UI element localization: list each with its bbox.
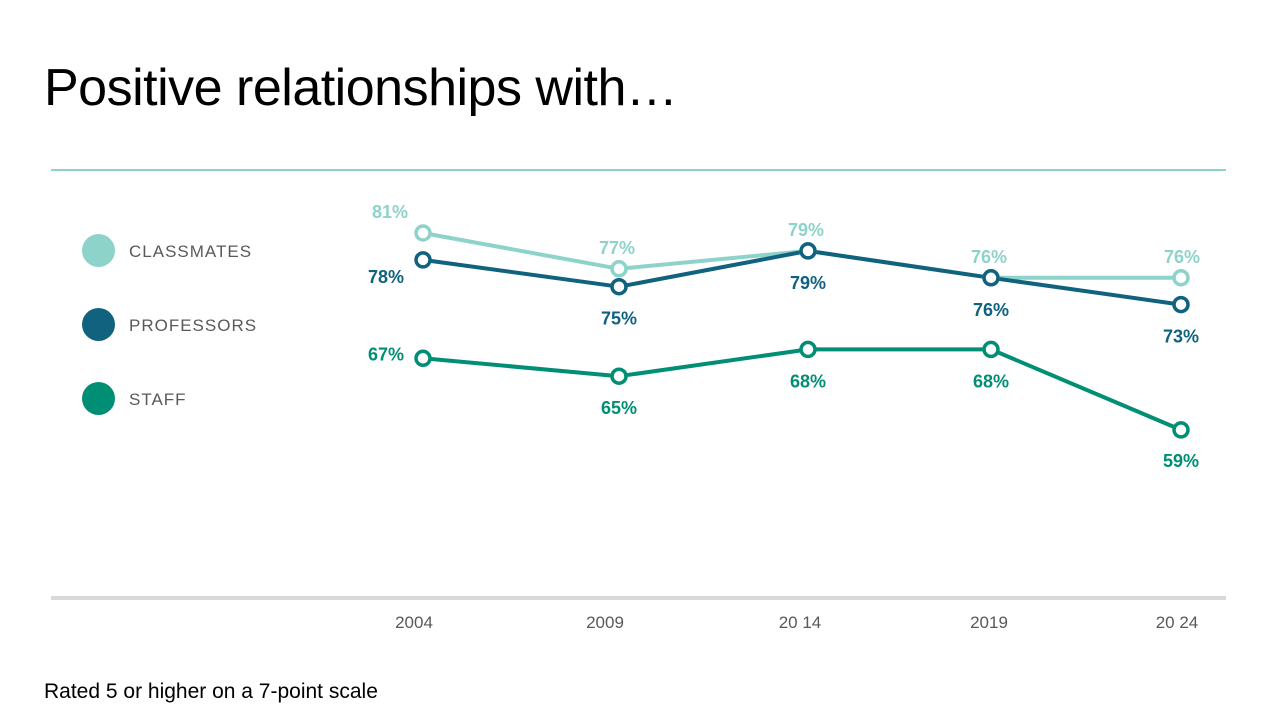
- data-point-professors-2014: [799, 242, 817, 260]
- data-point-classmates-2024: [1172, 269, 1190, 287]
- data-point-classmates-2009: [610, 260, 628, 278]
- legend-swatch-staff: [82, 382, 115, 415]
- data-label-classmates-2019: 76%: [971, 247, 1007, 267]
- data-label-professors-2014: 79%: [790, 273, 826, 293]
- data-point-professors-2004: [414, 251, 432, 269]
- data-label-professors-2019: 76%: [973, 300, 1009, 320]
- data-label-staff-2009: 65%: [601, 398, 637, 418]
- data-label-staff-2014: 68%: [790, 371, 826, 391]
- page-title: Positive relationships with…: [44, 59, 678, 117]
- data-label-classmates-2014: 79%: [788, 220, 824, 240]
- legend-swatch-classmates: [82, 234, 115, 267]
- data-point-professors-2019: [982, 269, 1000, 287]
- data-point-staff-2024: [1172, 421, 1190, 439]
- legend-item-professors: PROFESSORS: [82, 308, 302, 342]
- legend-swatch-professors: [82, 308, 115, 341]
- data-point-staff-2014: [799, 340, 817, 359]
- x-tick-label-2004: 2004: [395, 613, 433, 632]
- x-tick-label-2019: 2019: [970, 613, 1008, 632]
- data-label-classmates-2004: 81%: [372, 202, 408, 222]
- x-tick-label-2024: 20 24: [1156, 613, 1199, 632]
- data-label-staff-2004: 67%: [368, 344, 404, 364]
- top-divider: [51, 169, 1226, 171]
- data-label-classmates-2009: 77%: [599, 238, 635, 258]
- data-label-professors-2009: 75%: [601, 309, 637, 329]
- x-tick-label-2014: 20 14: [779, 613, 822, 632]
- data-point-staff-2009: [610, 367, 628, 385]
- x-axis-line: [51, 596, 1226, 600]
- data-label-classmates-2024: 76%: [1164, 247, 1200, 267]
- data-label-professors-2004: 78%: [368, 267, 404, 287]
- data-point-staff-2019: [982, 340, 1000, 359]
- footnote: Rated 5 or higher on a 7-point scale: [44, 680, 378, 703]
- data-label-professors-2024: 73%: [1163, 327, 1199, 347]
- x-tick-label-2009: 2009: [586, 613, 624, 632]
- data-point-staff-2004: [414, 349, 432, 368]
- data-label-staff-2024: 59%: [1163, 451, 1199, 471]
- data-label-staff-2019: 68%: [973, 371, 1009, 391]
- data-point-classmates-2004: [414, 224, 432, 242]
- legend-label-professors: PROFESSORS: [129, 316, 258, 335]
- legend-label-staff: STAFF: [129, 390, 187, 409]
- legend-label-classmates: CLASSMATES: [129, 242, 253, 261]
- data-point-professors-2024: [1172, 295, 1190, 314]
- legend-item-classmates: CLASSMATES: [82, 234, 302, 268]
- data-point-professors-2009: [610, 277, 628, 296]
- legend-item-staff: STAFF: [82, 382, 302, 416]
